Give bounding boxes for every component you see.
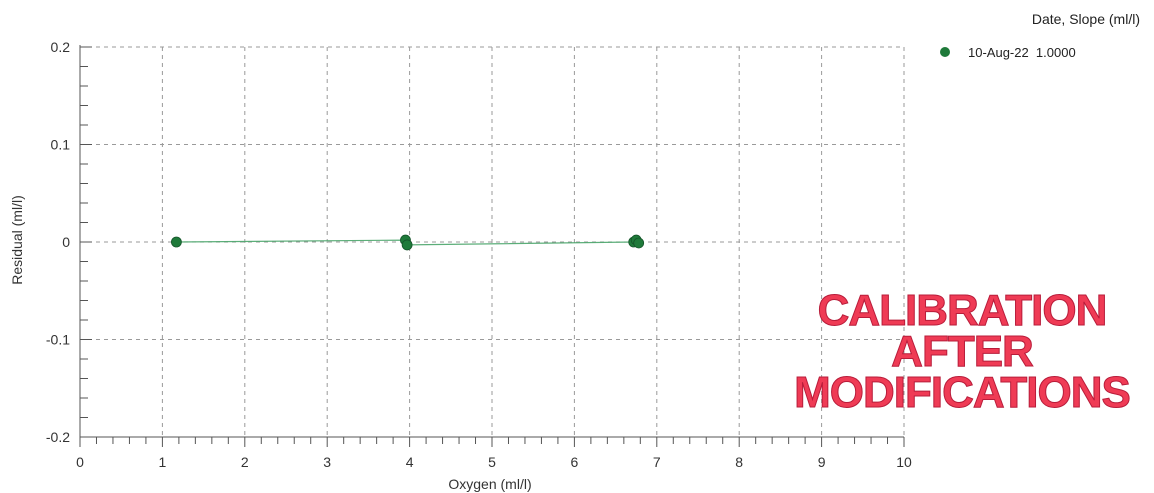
stamp-line-3: MODIFICATIONS	[794, 368, 1130, 417]
x-tick-label: 3	[323, 454, 331, 470]
x-tick-label: 10	[896, 454, 912, 470]
x-tick-label: 1	[159, 454, 167, 470]
x-tick-label: 9	[818, 454, 826, 470]
x-tick-label: 4	[406, 454, 414, 470]
y-tick-label: 0.1	[51, 137, 71, 153]
x-tick-label: 6	[571, 454, 579, 470]
legend: Date, Slope (ml/l) 10-Aug-22 1.0000	[940, 11, 1140, 60]
y-tick-label: -0.1	[46, 332, 70, 348]
x-tick-label: 0	[76, 454, 84, 470]
x-tick-label: 2	[241, 454, 249, 470]
y-axis-title: Residual (ml/l)	[9, 195, 25, 284]
calibration-stamp: CALIBRATION AFTER MODIFICATIONS	[794, 286, 1132, 418]
series-layer	[171, 234, 645, 251]
legend-marker	[940, 47, 950, 57]
y-tick-label: 0.2	[51, 39, 71, 55]
data-point	[171, 236, 182, 248]
axes: 0 1 2 3 4 5 6 7 8 9 10 0.2 0.1 0 -0.1 -0.2	[46, 39, 912, 470]
x-tick-label: 7	[653, 454, 661, 470]
x-tick-label: 8	[735, 454, 743, 470]
legend-entry: 10-Aug-22 1.0000	[968, 45, 1076, 60]
stamp-line-2: AFTER	[891, 327, 1033, 376]
stamp-line-1: CALIBRATION	[818, 286, 1107, 335]
y-tick-label: 0	[62, 234, 70, 250]
data-point	[401, 239, 413, 251]
data-point	[633, 237, 645, 249]
legend-title: Date, Slope (ml/l)	[1032, 11, 1140, 27]
y-tick-label: -0.2	[46, 429, 70, 445]
x-tick-label: 5	[488, 454, 496, 470]
x-axis-title: Oxygen (ml/l)	[448, 476, 531, 492]
